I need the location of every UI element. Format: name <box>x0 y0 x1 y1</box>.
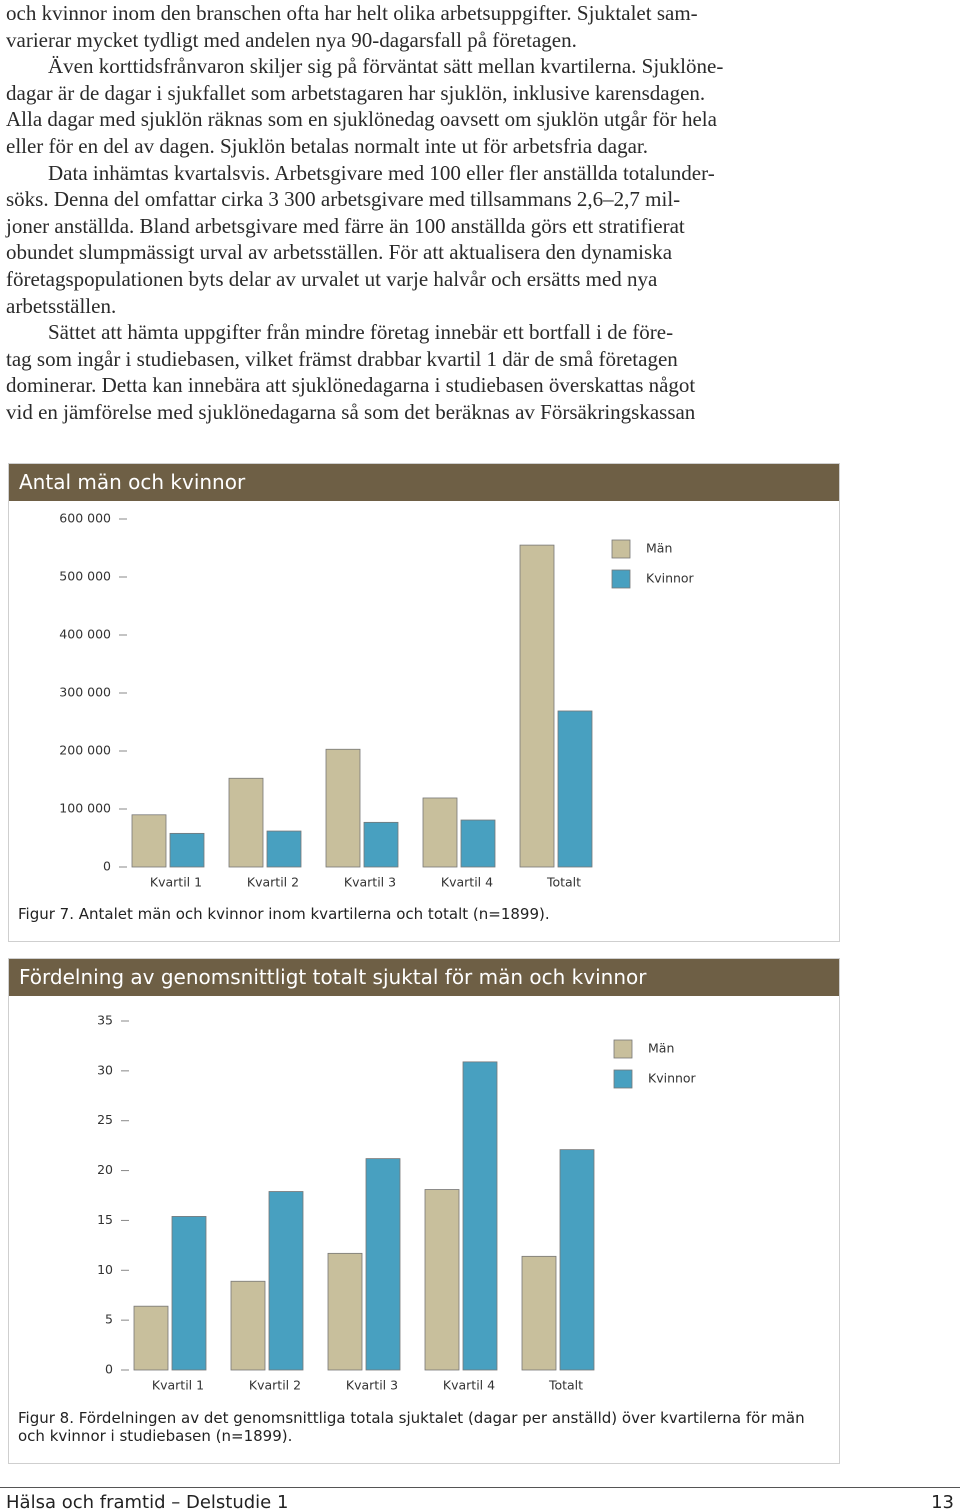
chart: 0 100 000 200 000 300 000 400 000 500 000 600 … <box>59 511 695 890</box>
y-tick-label: 10 <box>97 1262 113 1277</box>
text-line: vid en jämförelse med sjuklönedagarna så… <box>6 399 696 424</box>
legend-swatch <box>611 539 631 559</box>
body-text: och kvinnor inom den branschen ofta har … <box>6 0 723 426</box>
bar <box>131 814 167 868</box>
x-tick-label: Kvartil 1 <box>152 1378 204 1393</box>
legend-label: Män <box>646 541 672 556</box>
x-tick-label: Kvartil 3 <box>346 1378 398 1393</box>
bar <box>169 832 205 868</box>
panel-title: Antal män och kvinnor <box>9 464 839 501</box>
text-line: obundet slumpmässigt urval av arbetsstäl… <box>6 240 673 265</box>
y-tick-label: 400 000 <box>59 627 111 642</box>
y-tick-label: 0 <box>105 1362 113 1377</box>
x-tick-label: Kvartil 2 <box>249 1378 301 1393</box>
y-tick-label: 20 <box>97 1162 113 1177</box>
text-line: joner anställda. Bland arbetsgivare med … <box>6 213 685 238</box>
bar <box>228 777 264 868</box>
legend-label: Män <box>648 1041 674 1056</box>
chart: 0 5 10 15 20 25 30 35 Kvartil 1 Kvartil 2 Kvartil … <box>97 1013 697 1393</box>
text-line: Alla dagar med sjuklön räknas som en sju… <box>6 107 717 132</box>
bar <box>424 1189 460 1371</box>
y-tick-label: 600 000 <box>59 511 111 526</box>
text-line: Sättet att hämta uppgifter från mindre f… <box>48 320 674 345</box>
x-tick-label: Kvartil 1 <box>150 875 202 890</box>
x-tick-label: Kvartil 4 <box>441 875 493 890</box>
y-tick-label: 0 <box>103 859 111 874</box>
page-number: 13 <box>931 1492 954 1511</box>
bar <box>230 1280 266 1371</box>
legend-swatch <box>613 1069 633 1089</box>
panel-title: Fördelning av genomsnittligt totalt sjuk… <box>9 959 839 996</box>
legend-label: Kvinnor <box>646 571 695 586</box>
y-tick-label: 5 <box>105 1312 113 1327</box>
y-tick-label: 25 <box>97 1112 113 1127</box>
bar <box>519 544 555 868</box>
y-tick-label: 100 000 <box>59 801 111 816</box>
text-line: dagar är de dagar i sjukfallet som arbet… <box>6 80 706 105</box>
bar <box>365 1158 401 1371</box>
bar <box>133 1305 169 1371</box>
figure-panel: 0 100 000 200 000 300 000 400 000 500 000 600 … <box>8 463 840 942</box>
y-tick-label: 200 000 <box>59 743 111 758</box>
text-line: varierar mycket tydligt med andelen nya … <box>6 27 577 52</box>
bar <box>462 1061 498 1371</box>
x-tick-label: Kvartil 4 <box>443 1378 495 1393</box>
legend-swatch <box>613 1039 633 1059</box>
text-line: företagspopulationen byts delar av urval… <box>6 266 658 291</box>
figure-panel: 0 5 10 15 20 25 30 35 Kvartil 1 Kvartil 2 Kvartil … <box>8 958 840 1464</box>
x-tick-label: Kvartil 2 <box>247 875 299 890</box>
bar <box>460 819 496 868</box>
footer-title: Hälsa och framtid – Delstudie 1 <box>6 1492 289 1511</box>
legend-label: Kvinnor <box>648 1071 697 1086</box>
bar <box>327 1252 363 1371</box>
bar <box>559 1149 595 1371</box>
text-line: dominerar. Detta kan innebära att sjuklö… <box>6 373 696 398</box>
bar <box>557 710 593 868</box>
bar <box>171 1216 207 1371</box>
x-tick-label: Totalt <box>546 875 581 890</box>
bar <box>268 1191 304 1371</box>
bar <box>266 830 302 868</box>
footer: Hälsa och framtid – Delstudie 1 13 <box>0 1487 960 1511</box>
x-tick-label: Kvartil 3 <box>344 875 396 890</box>
text-line: och kvinnor inom den branschen ofta har … <box>6 1 698 25</box>
bar <box>422 797 458 868</box>
text-line: tag som ingår i studiebasen, vilket främ… <box>6 346 678 371</box>
text-line: Data inhämtas kvartalsvis. Arbetsgivare … <box>48 160 715 185</box>
text-line: eller för en del av dagen. Sjuklön betal… <box>6 133 649 158</box>
text-line: arbetsställen. <box>6 293 117 318</box>
bar <box>325 748 361 868</box>
x-tick-label: Totalt <box>548 1378 583 1393</box>
bar <box>363 821 399 868</box>
bar <box>521 1255 557 1371</box>
y-tick-label: 35 <box>97 1013 113 1028</box>
text-line: Även korttidsfrånvaron skiljer sig på fö… <box>48 54 724 79</box>
y-tick-label: 500 000 <box>59 569 111 584</box>
y-tick-label: 30 <box>97 1062 113 1077</box>
legend-swatch <box>611 569 631 589</box>
text-line: söks. Denna del omfattar cirka 3 300 arb… <box>6 187 681 212</box>
figure-caption: Figur 7. Antalet män och kvinnor inom kv… <box>18 905 550 923</box>
y-tick-label: 300 000 <box>59 685 111 700</box>
figure-caption: Figur 8. Fördelningen av det genomsnittl… <box>18 1409 805 1445</box>
y-tick-label: 15 <box>97 1212 113 1227</box>
